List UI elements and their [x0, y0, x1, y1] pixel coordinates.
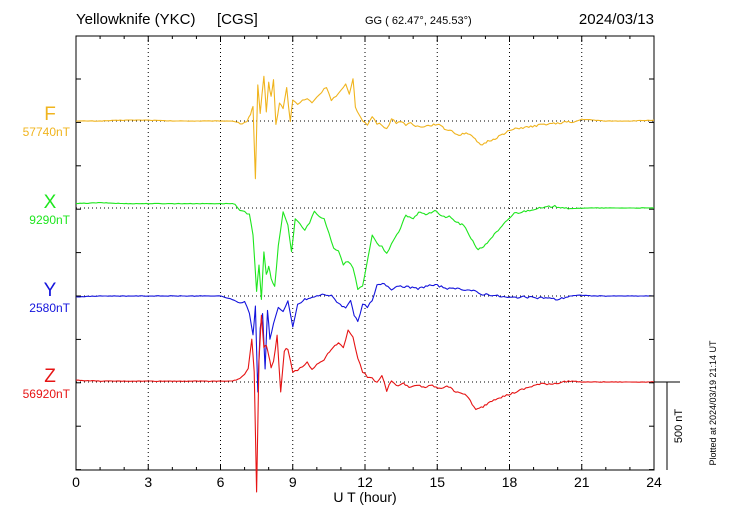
- x-tick-label: 12: [357, 474, 373, 490]
- x-axis-title: U T (hour): [333, 489, 396, 505]
- plotted-timestamp: Plotted at 2024/03/19 21:14 UT: [708, 340, 718, 466]
- component-baseline-f: 57740nT: [23, 125, 71, 139]
- x-tick-label: 0: [72, 474, 80, 490]
- series-line-f: [75, 75, 655, 180]
- x-tick-label: 18: [502, 474, 518, 490]
- x-tick-label: 21: [574, 474, 590, 490]
- component-baseline-y: 2580nT: [29, 301, 70, 315]
- series-layer: [75, 75, 655, 493]
- x-tick-label: 9: [289, 474, 297, 490]
- scale-bar: 500 nT: [654, 381, 685, 470]
- x-tick-label: 24: [646, 474, 662, 490]
- plot-date: 2024/03/13: [579, 11, 654, 28]
- series-line-z: [75, 314, 655, 493]
- station-coords: GG ( 62.47°, 245.53°): [365, 15, 472, 27]
- series-line-y: [75, 282, 655, 393]
- x-tick-label: 3: [144, 474, 152, 490]
- x-tick-label: 6: [217, 474, 225, 490]
- station-title: Yellowknife (YKC): [76, 11, 196, 28]
- series-line-x: [75, 201, 655, 300]
- scale-bar-label: 500 nT: [673, 409, 685, 444]
- component-label-f: F: [44, 104, 56, 125]
- x-tick-label: 15: [429, 474, 445, 490]
- component-label-x: X: [44, 192, 57, 213]
- component-baseline-z: 56920nT: [23, 387, 71, 401]
- component-label-z: Z: [44, 366, 56, 387]
- grid-layer: [147, 36, 583, 470]
- x-tick-layer: 0 3 6 9 12 15 18 21 24: [72, 36, 662, 490]
- station-code: [CGS]: [217, 11, 258, 28]
- component-baseline-x: 9290nT: [29, 213, 70, 227]
- component-label-y: Y: [44, 280, 57, 301]
